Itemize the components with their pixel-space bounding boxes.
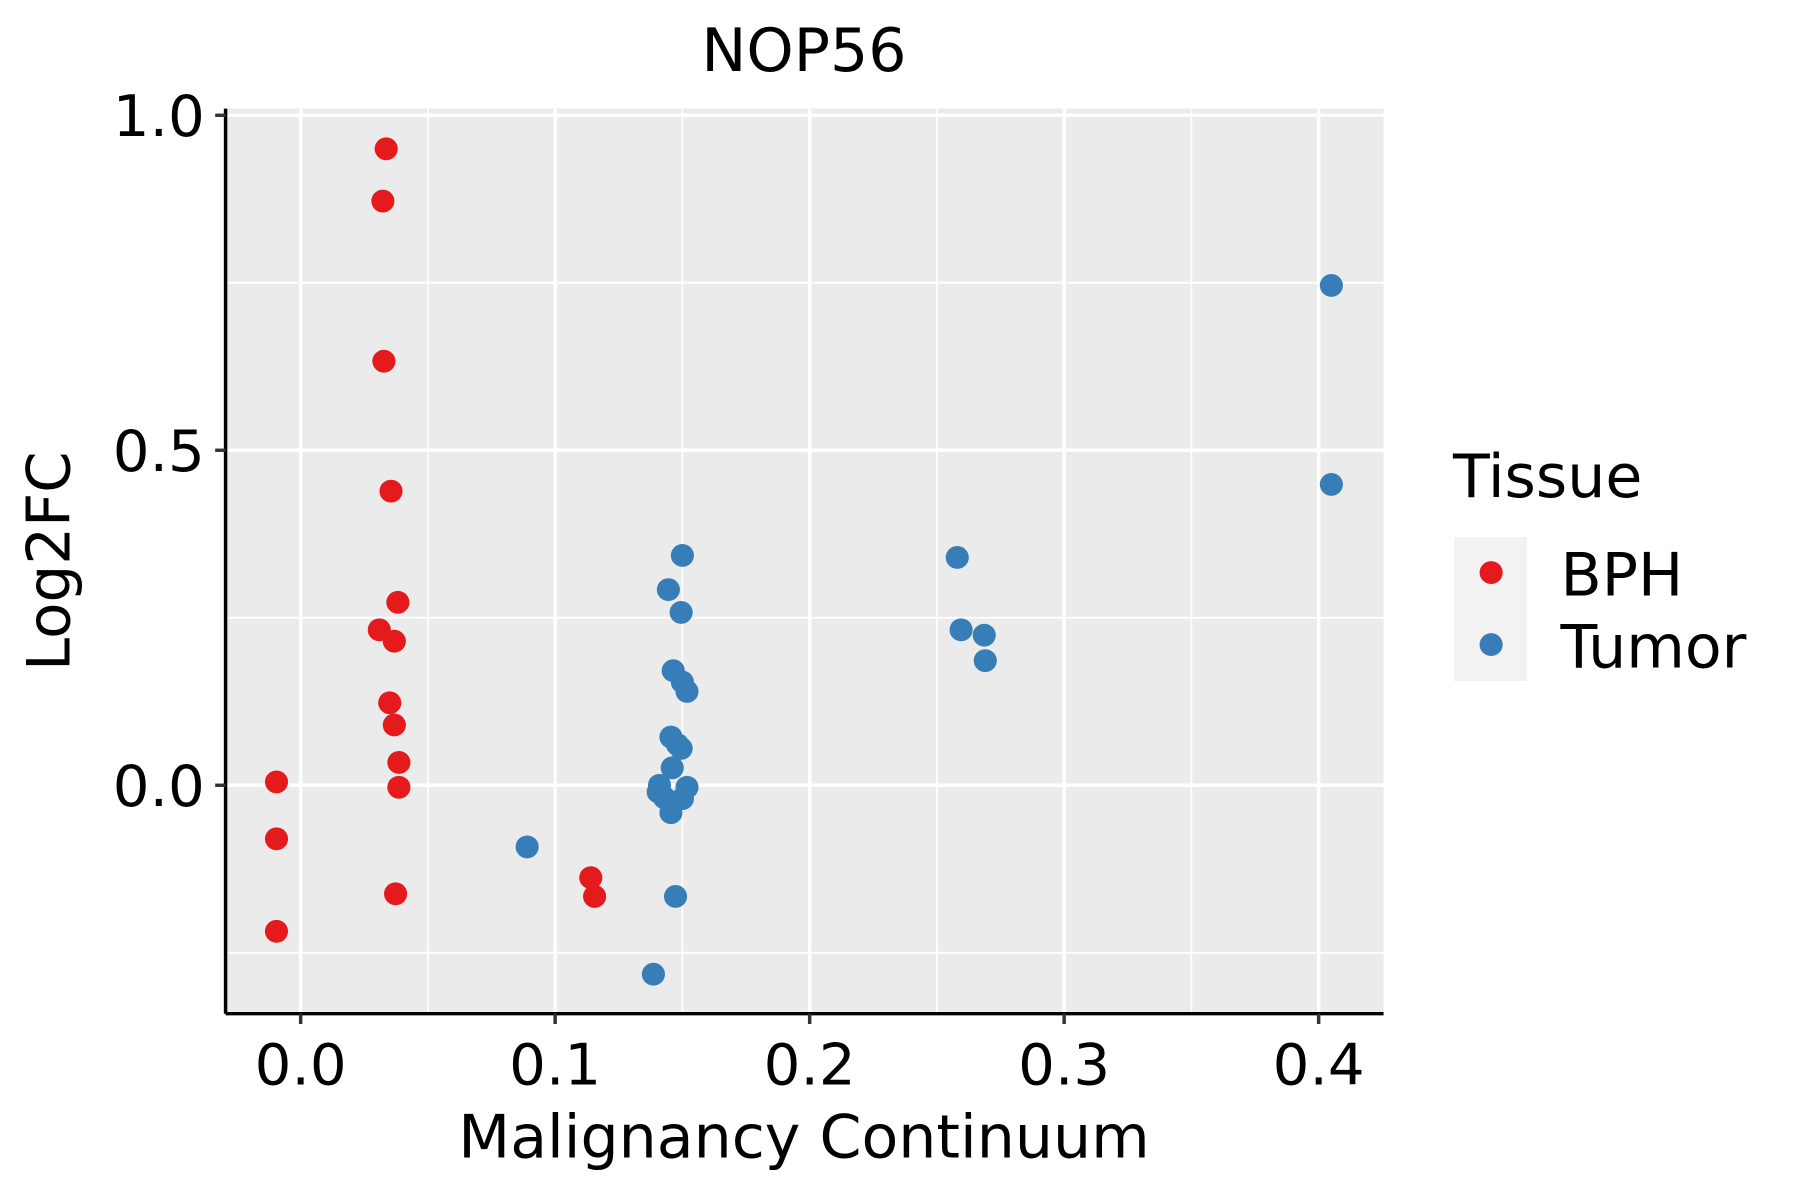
legend-label-tumor: Tumor xyxy=(1560,614,1747,683)
point-bph xyxy=(264,770,289,794)
x-tick-label: 0.4 xyxy=(1273,1032,1365,1099)
y-ticks: 0.0 0.5 1.0 xyxy=(113,83,226,820)
legend-title: Tissue xyxy=(1452,443,1642,512)
point-tumor xyxy=(972,623,996,647)
major-gridlines xyxy=(225,108,1384,1014)
point-bph xyxy=(583,885,607,908)
point-bph xyxy=(382,713,406,737)
legend-key-tumor xyxy=(1479,633,1503,656)
point-bph xyxy=(387,775,411,799)
legend: Tissue BPH Tumor xyxy=(1452,443,1747,682)
x-tick-label: 0.2 xyxy=(764,1032,856,1099)
legend-key-background xyxy=(1454,537,1527,682)
legend-key-bph xyxy=(1479,561,1503,584)
point-tumor xyxy=(659,801,683,825)
point-tumor xyxy=(949,618,973,642)
x-tick-label: 0.0 xyxy=(255,1032,347,1099)
x-tick-label: 0.3 xyxy=(1018,1032,1110,1099)
point-bph xyxy=(382,629,406,653)
point-bph xyxy=(579,866,603,890)
point-bph xyxy=(378,691,402,715)
y-axis-label: Log2FC xyxy=(15,451,84,671)
x-ticks: 0.0 0.1 0.2 0.3 0.4 xyxy=(255,1013,1365,1099)
point-tumor xyxy=(675,680,699,703)
y-tick-label: 0.0 xyxy=(113,753,205,820)
point-tumor xyxy=(669,600,693,624)
chart-title: NOP56 xyxy=(701,17,906,86)
point-tumor xyxy=(670,544,694,567)
point-bph xyxy=(372,349,396,373)
point-tumor xyxy=(660,756,684,780)
point-bph xyxy=(264,919,289,943)
point-tumor xyxy=(945,546,969,569)
point-tumor xyxy=(973,649,997,673)
point-bph xyxy=(371,189,395,213)
x-tick-label: 0.1 xyxy=(509,1032,601,1099)
point-bph xyxy=(387,751,411,774)
y-tick-label: 1.0 xyxy=(113,83,205,150)
x-axis-label: Malignancy Continuum xyxy=(458,1104,1149,1173)
point-bph xyxy=(386,590,410,614)
point-tumor xyxy=(656,578,680,602)
minor-gridlines xyxy=(225,108,1384,1014)
point-bph xyxy=(384,882,408,906)
point-tumor xyxy=(641,962,665,986)
point-tumor xyxy=(1319,473,1343,496)
point-tumor xyxy=(669,736,693,760)
point-tumor xyxy=(515,835,539,859)
point-bph xyxy=(374,137,398,161)
data-points xyxy=(264,137,1343,986)
legend-label-bph: BPH xyxy=(1561,542,1684,611)
point-bph xyxy=(264,827,289,851)
point-tumor xyxy=(1319,274,1343,297)
point-tumor xyxy=(663,885,688,908)
plot-panel xyxy=(225,108,1384,1014)
point-bph xyxy=(379,479,403,503)
y-tick-label: 0.5 xyxy=(113,418,205,485)
